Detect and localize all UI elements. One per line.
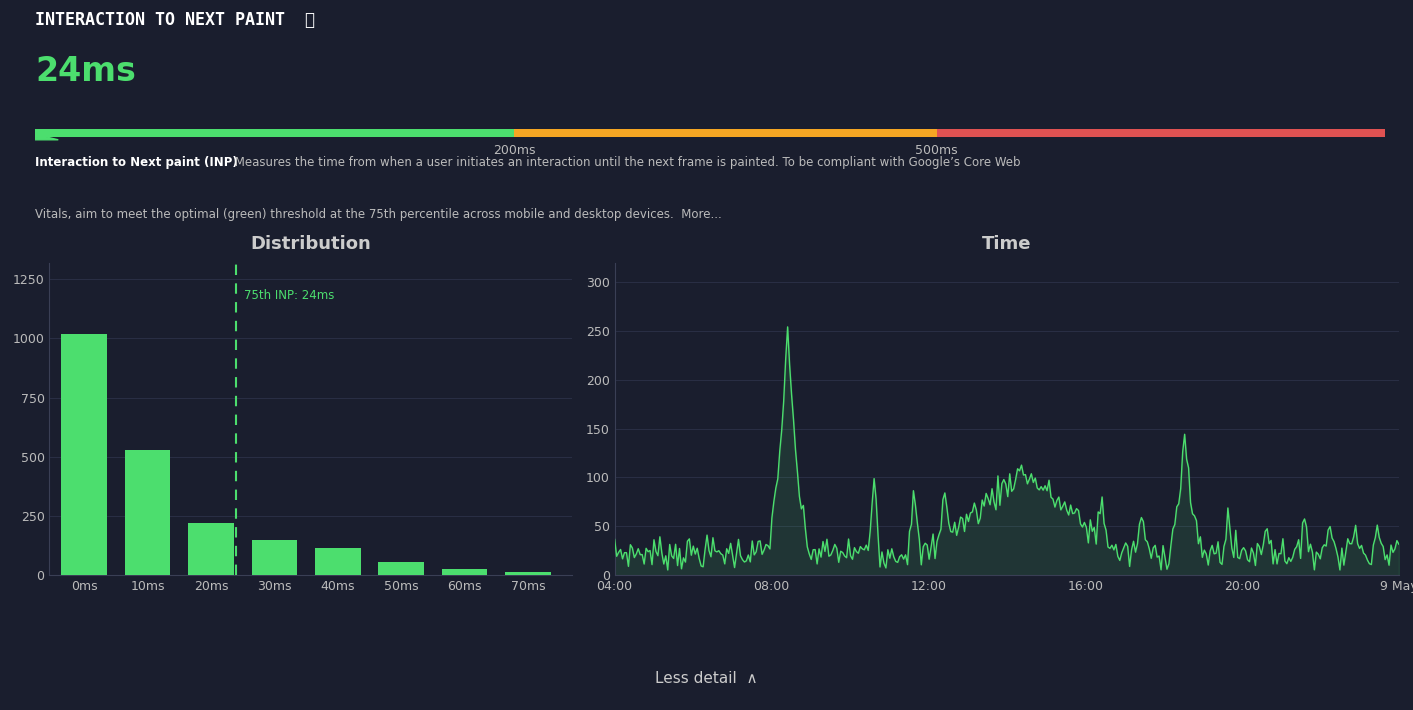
Bar (188, 523, 235, 575)
Polygon shape (25, 136, 58, 140)
Text: Less detail  ∧: Less detail ∧ (656, 670, 757, 686)
Bar (514, 129, 937, 136)
Bar (35, 129, 514, 136)
Bar (937, 129, 1385, 136)
Text: 200ms: 200ms (493, 143, 536, 157)
Bar (252, 540, 297, 575)
Bar (315, 548, 360, 575)
Text: Vitals, aim to meet the optimal (green) threshold at the 75th percentile across : Vitals, aim to meet the optimal (green) … (35, 207, 722, 221)
Bar (379, 562, 424, 575)
Bar (124, 449, 171, 575)
Text: 24ms: 24ms (35, 55, 136, 88)
Bar (62, 334, 107, 575)
Title: Time: Time (982, 235, 1031, 253)
Bar (442, 569, 487, 575)
Text: INTERACTION TO NEXT PAINT  👥: INTERACTION TO NEXT PAINT 👥 (35, 11, 315, 28)
Bar (504, 572, 551, 575)
Text: Measures the time from when a user initiates an interaction until the next frame: Measures the time from when a user initi… (230, 156, 1024, 169)
Text: 75th INP: 24ms: 75th INP: 24ms (244, 289, 335, 302)
Text: 500ms: 500ms (916, 143, 958, 157)
Text: Interaction to Next paint (INP): Interaction to Next paint (INP) (35, 156, 237, 169)
Title: Distribution: Distribution (250, 235, 372, 253)
